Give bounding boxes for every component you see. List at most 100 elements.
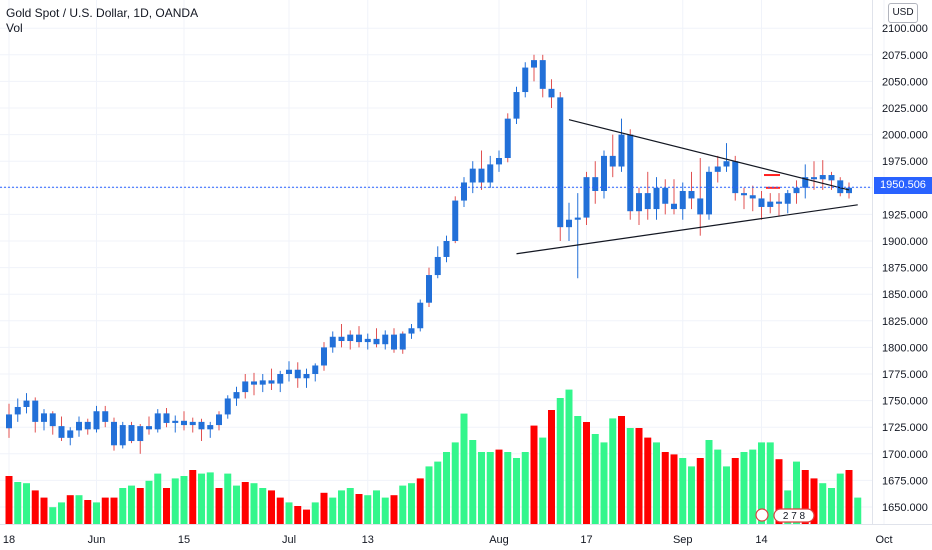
volume-bar bbox=[731, 458, 739, 524]
candle-body bbox=[207, 425, 214, 430]
trendlines[interactable] bbox=[516, 119, 858, 255]
volume-bar bbox=[294, 506, 302, 524]
candle-body bbox=[154, 413, 161, 430]
candle-body bbox=[749, 195, 756, 199]
candle-body bbox=[391, 334, 397, 350]
volume-bar bbox=[766, 442, 774, 524]
trendline[interactable] bbox=[568, 119, 850, 191]
candle-body bbox=[294, 369, 301, 379]
volume-bar bbox=[696, 458, 704, 524]
volume-bar bbox=[101, 497, 109, 524]
candle-body bbox=[679, 190, 686, 210]
candle-body bbox=[443, 241, 450, 257]
volume-bar bbox=[688, 466, 695, 524]
volume-bar bbox=[434, 461, 442, 524]
us-flag-icon[interactable] bbox=[755, 508, 769, 522]
volume-bar bbox=[128, 485, 135, 524]
candle-body bbox=[644, 193, 651, 210]
candle-body bbox=[364, 338, 371, 343]
candle-body bbox=[111, 421, 117, 446]
volume-bar bbox=[801, 470, 809, 524]
volume-bar bbox=[626, 428, 634, 524]
time-tick-label: Aug bbox=[489, 534, 509, 546]
volume-label[interactable]: Vol bbox=[6, 21, 23, 35]
volume-bar bbox=[23, 483, 30, 524]
candle-body bbox=[137, 426, 144, 442]
trendline[interactable] bbox=[516, 204, 858, 255]
volume-bar bbox=[259, 488, 267, 524]
price-axis[interactable]: 2100.000 2075.000 2050.000 2025.000 2000.000… bbox=[882, 23, 928, 514]
candle-body bbox=[426, 275, 432, 303]
candle-body bbox=[356, 334, 362, 343]
volume-bar bbox=[836, 473, 844, 524]
candle-body bbox=[793, 187, 800, 194]
candle-body bbox=[846, 187, 852, 194]
volume-bar bbox=[346, 488, 354, 524]
volume-bar bbox=[136, 488, 144, 524]
candle-body bbox=[557, 97, 564, 228]
volume-bar bbox=[171, 478, 179, 524]
candle-body bbox=[706, 171, 712, 215]
candle-body bbox=[181, 420, 187, 426]
volume-bar bbox=[583, 422, 590, 524]
time-axis[interactable]: 18 Jun 15 Jul 13 Aug 17 Sep 14 Oct bbox=[3, 534, 893, 546]
event-badges[interactable]: 2 7 8 bbox=[755, 508, 815, 523]
candle-body bbox=[741, 193, 747, 196]
time-tick-label: Jun bbox=[88, 534, 106, 546]
volume-bar bbox=[206, 472, 214, 524]
candle-body bbox=[6, 414, 12, 429]
currency-button[interactable]: USD bbox=[888, 3, 918, 23]
volume-bar bbox=[661, 452, 669, 524]
volume-bar bbox=[311, 502, 319, 524]
candle-body bbox=[373, 338, 380, 345]
volume-bar bbox=[250, 483, 258, 524]
volume-bar bbox=[93, 502, 100, 524]
volume-bar bbox=[390, 495, 398, 524]
candle-body bbox=[723, 161, 730, 167]
candle-body bbox=[32, 400, 39, 422]
candle-body bbox=[242, 381, 249, 393]
candle-body bbox=[461, 182, 467, 201]
events-badge[interactable] bbox=[773, 508, 815, 523]
volume-bar bbox=[381, 497, 389, 524]
time-tick-label: 18 bbox=[3, 534, 15, 546]
candle-body bbox=[531, 60, 537, 68]
candle-body bbox=[548, 88, 555, 98]
volume-bar bbox=[460, 413, 468, 524]
candle-body bbox=[767, 201, 774, 207]
candle-body bbox=[277, 374, 284, 384]
candle-body bbox=[286, 369, 292, 374]
price-tick-label: 2050.000 bbox=[882, 76, 928, 88]
volume-bar bbox=[644, 437, 652, 524]
candle-body bbox=[776, 201, 782, 204]
volume-bar bbox=[416, 478, 424, 524]
candle-body bbox=[653, 187, 660, 210]
volume-bar bbox=[478, 452, 485, 524]
volume-bar bbox=[758, 442, 765, 524]
grid bbox=[0, 0, 885, 524]
volume-bar bbox=[320, 492, 328, 524]
candle-body bbox=[49, 413, 56, 427]
volume-bar bbox=[521, 452, 529, 524]
candle-body bbox=[697, 198, 704, 215]
volume-bar bbox=[565, 389, 573, 524]
volume-bar bbox=[609, 418, 617, 524]
symbol-title[interactable]: Gold Spot / U.S. Dollar, 1D, OANDA bbox=[6, 6, 199, 20]
volume-bar bbox=[591, 434, 599, 524]
volume-bar bbox=[828, 488, 835, 524]
volume-bar bbox=[635, 428, 643, 524]
time-tick-label: 17 bbox=[580, 534, 592, 546]
candle-body bbox=[819, 175, 826, 180]
volume-bar bbox=[198, 473, 205, 524]
volume-bar bbox=[740, 452, 748, 524]
candle-body bbox=[268, 380, 275, 384]
volume-bar bbox=[600, 442, 608, 524]
volume-bar bbox=[58, 502, 65, 524]
candle-body bbox=[251, 381, 257, 385]
candle-body bbox=[539, 60, 546, 89]
price-tick-label: 1725.000 bbox=[882, 422, 928, 434]
candle-body bbox=[671, 203, 677, 210]
volume-bar bbox=[224, 473, 232, 524]
volume-bar bbox=[145, 480, 153, 524]
